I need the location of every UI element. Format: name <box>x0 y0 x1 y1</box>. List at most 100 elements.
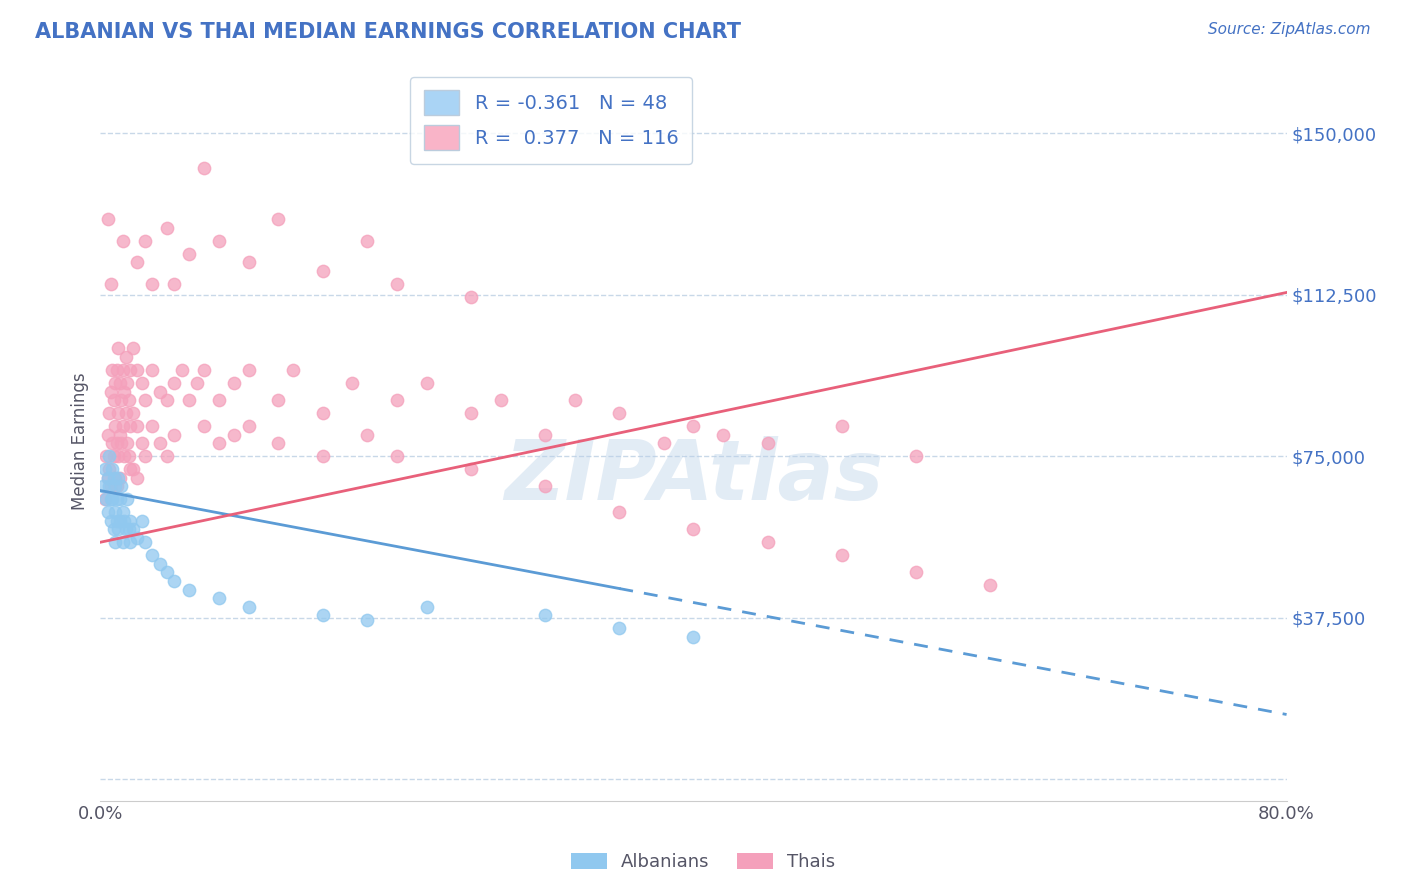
Text: Source: ZipAtlas.com: Source: ZipAtlas.com <box>1208 22 1371 37</box>
Point <box>94 492 117 507</box>
Point <box>111 505 134 519</box>
Point <box>156 566 179 580</box>
Point <box>111 535 134 549</box>
Point <box>118 535 141 549</box>
Point <box>96 492 118 507</box>
Point <box>904 566 927 580</box>
Point <box>904 449 927 463</box>
Point <box>107 342 129 356</box>
Point <box>149 436 172 450</box>
Point <box>385 393 408 408</box>
Point <box>114 406 136 420</box>
Point <box>91 479 114 493</box>
Point <box>356 427 378 442</box>
Legend: R = -0.361   N = 48, R =  0.377   N = 116: R = -0.361 N = 48, R = 0.377 N = 116 <box>411 77 692 164</box>
Point <box>356 234 378 248</box>
Point <box>112 514 135 528</box>
Point <box>156 449 179 463</box>
Point <box>208 436 231 450</box>
Point <box>110 393 132 408</box>
Point <box>141 277 163 291</box>
Point <box>127 470 149 484</box>
Point <box>100 277 122 291</box>
Point <box>104 535 127 549</box>
Point <box>127 531 149 545</box>
Point <box>103 393 125 408</box>
Point <box>115 436 138 450</box>
Point <box>107 449 129 463</box>
Point <box>460 462 482 476</box>
Point <box>156 220 179 235</box>
Point <box>107 470 129 484</box>
Legend: Albanians, Thais: Albanians, Thais <box>564 846 842 879</box>
Point <box>134 234 156 248</box>
Point <box>208 393 231 408</box>
Point <box>94 462 117 476</box>
Point <box>238 419 260 434</box>
Point <box>114 350 136 364</box>
Point <box>105 514 128 528</box>
Point <box>112 449 135 463</box>
Point <box>267 436 290 450</box>
Point <box>149 557 172 571</box>
Point <box>460 290 482 304</box>
Point <box>756 436 779 450</box>
Point <box>122 342 145 356</box>
Point <box>117 449 139 463</box>
Point <box>156 393 179 408</box>
Point <box>112 384 135 399</box>
Point <box>134 393 156 408</box>
Point <box>100 479 122 493</box>
Point <box>415 376 437 390</box>
Point <box>149 384 172 399</box>
Point <box>342 376 364 390</box>
Point <box>179 393 201 408</box>
Point <box>312 449 335 463</box>
Point <box>534 427 557 442</box>
Point <box>105 436 128 450</box>
Point <box>489 393 512 408</box>
Point <box>98 479 121 493</box>
Point <box>97 427 120 442</box>
Point <box>118 514 141 528</box>
Text: ZIPAtlas: ZIPAtlas <box>503 436 883 517</box>
Point <box>208 591 231 606</box>
Point <box>122 406 145 420</box>
Point <box>831 419 853 434</box>
Point <box>534 608 557 623</box>
Point <box>652 436 675 450</box>
Point <box>222 376 245 390</box>
Point <box>127 363 149 377</box>
Point <box>104 479 127 493</box>
Point <box>105 479 128 493</box>
Point <box>103 449 125 463</box>
Point <box>415 599 437 614</box>
Point <box>104 419 127 434</box>
Point <box>115 376 138 390</box>
Point <box>101 363 124 377</box>
Point <box>101 462 124 476</box>
Point <box>312 608 335 623</box>
Point <box>222 427 245 442</box>
Point <box>607 505 630 519</box>
Point <box>193 419 215 434</box>
Point <box>97 470 120 484</box>
Point <box>163 427 186 442</box>
Point <box>267 393 290 408</box>
Point <box>682 522 704 536</box>
Point <box>186 376 208 390</box>
Point <box>385 277 408 291</box>
Point <box>682 419 704 434</box>
Point <box>193 363 215 377</box>
Point <box>105 363 128 377</box>
Point <box>114 522 136 536</box>
Point <box>97 470 120 484</box>
Point <box>127 419 149 434</box>
Point <box>831 548 853 562</box>
Point <box>104 505 127 519</box>
Point <box>134 449 156 463</box>
Point <box>131 376 153 390</box>
Point <box>108 514 131 528</box>
Point <box>115 492 138 507</box>
Point <box>122 462 145 476</box>
